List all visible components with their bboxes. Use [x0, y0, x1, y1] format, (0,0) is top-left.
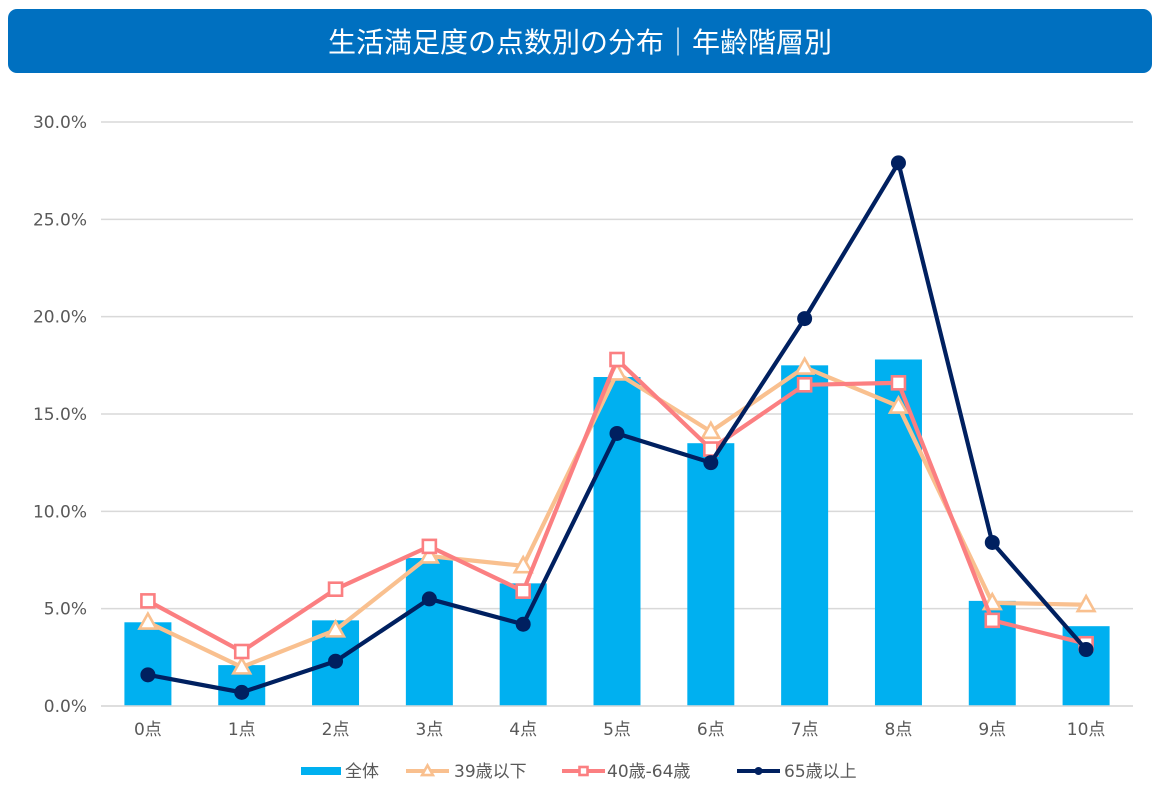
legend-marker [754, 767, 763, 775]
data-point-5点 [609, 425, 625, 441]
legend-item: 39歳以下 [406, 762, 527, 782]
data-point-8点 [887, 394, 910, 414]
chart-title: 生活満足度の点数別の分布｜年齢階層別 [327, 26, 832, 59]
data-point-7点 [796, 376, 813, 393]
data-point-4点 [515, 583, 531, 599]
x-tick-label: 2点 [322, 720, 350, 740]
data-point-4点 [515, 616, 531, 632]
legend-swatch [301, 767, 341, 775]
legend-label: 全体 [345, 762, 379, 782]
x-tick-label: 0点 [134, 720, 162, 740]
y-tick-label: 25.0% [33, 210, 87, 230]
chart-title-bar: 生活満足度の点数別の分布｜年齢階層別 [8, 9, 1152, 73]
data-point-2点 [327, 581, 344, 598]
x-tick-label: 5点 [603, 720, 631, 740]
legend-item: 65歳以上 [737, 762, 857, 782]
data-point-3点 [421, 538, 438, 555]
y-tick-label: 15.0% [33, 405, 87, 425]
x-axis-ticks: 0点 1点 2点 3点 4点 5点 6点 7点 8点 9点 10点 [134, 720, 1105, 740]
bars-series [101, 359, 1133, 707]
data-point-0点 [140, 667, 156, 683]
x-tick-label: 7点 [791, 720, 819, 740]
data-point-2点 [324, 618, 347, 638]
data-point-8点 [890, 375, 907, 391]
data-point-2点 [328, 653, 344, 669]
legend-item: 40歳-64歳 [562, 762, 690, 782]
y-tick-label: 10.0% [33, 502, 87, 522]
data-point-9点 [984, 534, 1000, 550]
x-tick-label: 1点 [228, 720, 256, 740]
data-point-0点 [137, 610, 159, 630]
data-point-1点 [231, 655, 253, 675]
data-point-6点 [700, 420, 722, 440]
legend: 全体 39歳以下 40歳-64歳 65歳以上 [301, 762, 857, 782]
y-tick-label: 30.0% [33, 113, 87, 133]
y-tick-label: 5.0% [44, 600, 87, 620]
data-point-3点 [421, 591, 437, 607]
bar-4点 [499, 583, 547, 706]
legend-marker [578, 765, 589, 777]
x-tick-label: 6点 [697, 720, 725, 740]
legend-label: 39歳以下 [454, 762, 527, 782]
data-point-5点 [609, 351, 625, 368]
x-tick-label: 10点 [1067, 720, 1106, 740]
data-point-3点 [418, 544, 440, 564]
data-point-6点 [703, 455, 719, 471]
data-point-9点 [984, 612, 1001, 629]
bar-0点 [124, 622, 172, 706]
data-point-8点 [890, 155, 906, 171]
series-65歳以上 [140, 155, 1094, 700]
bar-6点 [687, 443, 735, 706]
legend-item: 全体 [301, 762, 379, 782]
x-tick-label: 9点 [978, 720, 1006, 740]
data-point-7点 [797, 311, 813, 327]
data-point-1点 [234, 684, 250, 700]
y-tick-label: 20.0% [33, 308, 87, 328]
x-tick-label: 3点 [415, 720, 443, 740]
x-tick-label: 4点 [509, 720, 537, 740]
data-point-1点 [233, 643, 250, 660]
data-point-10点 [1078, 642, 1094, 658]
x-tick-label: 8点 [885, 720, 913, 740]
y-axis-ticks: 0.0% 5.0% 10.0% 15.0% 20.0% 25.0% 30.0% [33, 113, 87, 717]
y-tick-label: 0.0% [44, 697, 87, 717]
legend-marker [419, 762, 436, 777]
data-point-10点 [1075, 593, 1097, 613]
line-series [137, 155, 1097, 700]
legend-label: 65歳以上 [784, 762, 857, 782]
data-point-4点 [512, 554, 534, 574]
legend-label: 40歳-64歳 [607, 762, 690, 782]
bar-7点 [781, 365, 829, 706]
data-point-7点 [794, 355, 816, 375]
series-39歳以下 [137, 355, 1097, 675]
bar-3点 [405, 558, 453, 706]
data-point-0点 [140, 593, 156, 609]
